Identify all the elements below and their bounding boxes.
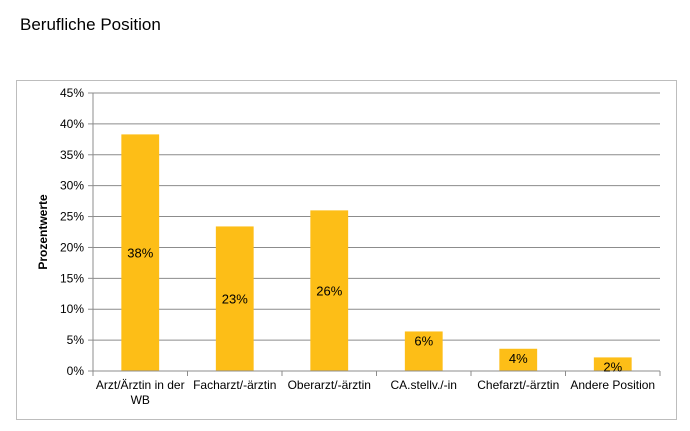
y-tick-label: 0% xyxy=(67,364,85,378)
y-tick-label: 5% xyxy=(67,333,85,347)
y-tick-label: 45% xyxy=(60,86,84,100)
y-tick-label: 15% xyxy=(60,271,84,285)
y-tick-label: 30% xyxy=(60,179,84,193)
data-label: 6% xyxy=(414,333,433,348)
y-tick-label: 25% xyxy=(60,210,84,224)
y-tick-label: 20% xyxy=(60,240,84,254)
bars xyxy=(121,134,632,371)
category-label: Andere Position xyxy=(570,378,655,392)
chart-frame xyxy=(16,80,677,420)
data-label: 26% xyxy=(316,284,342,299)
axes xyxy=(88,92,661,376)
category-label: WB xyxy=(131,393,150,407)
bar xyxy=(499,348,538,371)
bar xyxy=(215,226,254,371)
data-label: 2% xyxy=(603,359,622,374)
data-label: 4% xyxy=(509,351,528,366)
data-label: 23% xyxy=(222,292,248,307)
bar xyxy=(404,331,443,371)
bar xyxy=(121,134,160,371)
category-label: CA.stellv./-in xyxy=(391,378,457,392)
category-label: Chefarzt/-ärztin xyxy=(477,378,559,392)
y-axis-title: Prozentwerte xyxy=(36,194,50,270)
category-label: Oberarzt/-ärztin xyxy=(288,378,371,392)
bar xyxy=(593,357,632,371)
y-tick-label: 40% xyxy=(60,117,84,131)
page-title: Berufliche Position xyxy=(20,15,161,34)
bar xyxy=(310,210,349,371)
grid-lines xyxy=(93,92,660,372)
y-tick-label: 10% xyxy=(60,302,84,316)
labels: 0% 5% 10% 15% 20% 25% 30% 35% 40% 45% 38% Arzt/Ärzt… xyxy=(60,86,655,407)
data-label: 38% xyxy=(127,246,153,261)
y-tick-label: 35% xyxy=(60,148,84,162)
category-label: Facharzt/-ärztin xyxy=(193,378,276,392)
category-label: Arzt/Ärztin in der xyxy=(96,378,185,392)
